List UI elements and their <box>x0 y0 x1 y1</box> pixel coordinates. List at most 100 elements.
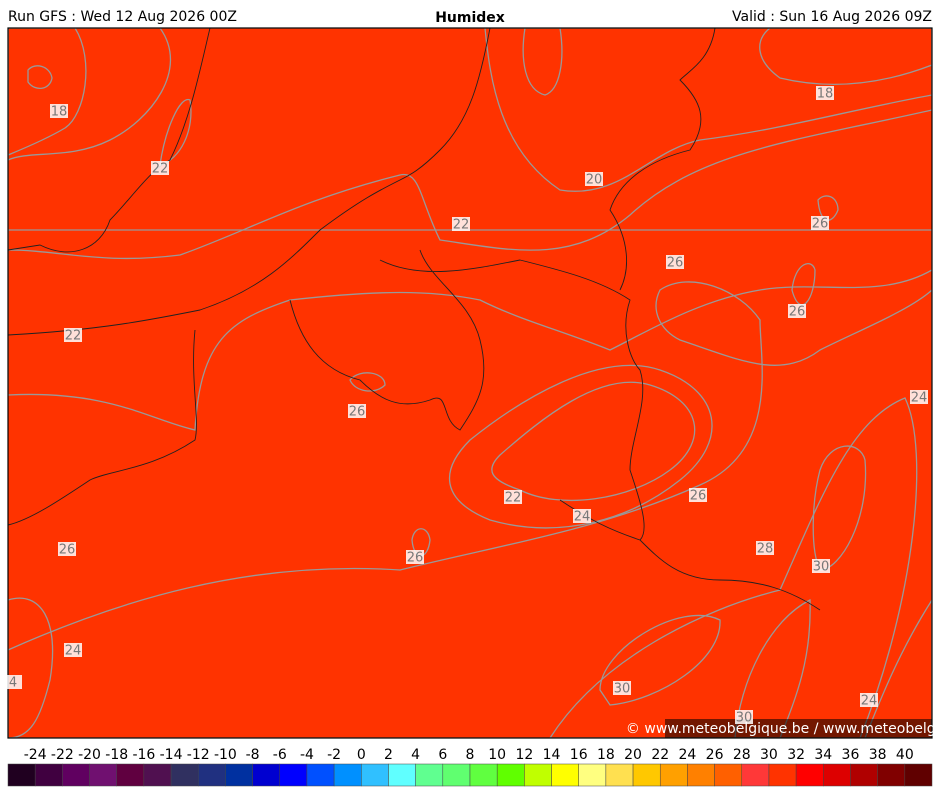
contour-label: 24 <box>574 510 591 525</box>
colorbar-tick-label: 34 <box>814 747 832 763</box>
colorbar-box <box>34 763 63 787</box>
colorbar-box <box>904 763 933 787</box>
contour-label-bg <box>812 559 830 573</box>
contour-label: 30 <box>736 711 753 726</box>
contour-label-bg <box>64 643 82 657</box>
colorbar-box <box>170 763 199 787</box>
colorbar-tick-label: -4 <box>300 747 314 763</box>
colorbar-box <box>62 763 90 787</box>
contour-label-bg <box>811 216 829 230</box>
colorbar-tick-label: -6 <box>273 747 287 763</box>
contour-label-bg <box>58 542 76 556</box>
colorbar-tick-label: 36 <box>842 747 860 763</box>
contour-label: 22 <box>453 218 470 233</box>
colorbar-tick-label: -16 <box>132 747 155 763</box>
contour-label-bg <box>64 328 82 342</box>
colorbar-box <box>605 763 634 787</box>
contour-label: 4 <box>9 676 17 691</box>
contour-label: 28 <box>757 542 774 557</box>
colorbar-tick-label: -14 <box>160 747 183 763</box>
contour-label-bg <box>151 161 169 175</box>
colorbar-box <box>116 763 145 787</box>
contour-label-bg <box>788 304 806 318</box>
colorbar-box <box>877 763 906 787</box>
colorbar-box <box>7 763 36 787</box>
contour-label-bg <box>348 404 366 418</box>
contour-label: 26 <box>407 551 424 566</box>
contour-label: 26 <box>789 305 806 320</box>
contour-label-bg <box>504 490 522 504</box>
colorbar-box <box>333 763 362 787</box>
colorbar-tick-label: -20 <box>78 747 101 763</box>
colorbar-box <box>632 763 661 787</box>
colorbar-box <box>768 763 797 787</box>
colorbar-tick-label: -22 <box>51 747 74 763</box>
colorbar-tick-label: -24 <box>24 747 47 763</box>
colorbar-tick-label: -12 <box>187 747 210 763</box>
contour-label: 18 <box>51 105 68 120</box>
contour-label: 26 <box>812 217 829 232</box>
contour-label: 26 <box>349 405 366 420</box>
colorbar-box <box>89 763 117 787</box>
contour-label: 20 <box>586 173 603 188</box>
colorbar-tick-label: -2 <box>327 747 341 763</box>
colorbar-box <box>659 763 688 787</box>
contour-label: 24 <box>65 644 82 659</box>
contour-label-bg <box>585 172 603 186</box>
colorbar-tick-label: 32 <box>787 747 805 763</box>
contour-label-bg <box>910 390 928 404</box>
valid-info: Valid : Sun 16 Aug 2026 09Z <box>732 9 932 25</box>
colorbar-box <box>741 763 770 787</box>
colorbar-tick-label: 18 <box>597 747 615 763</box>
colorbar-tick-label: 40 <box>896 747 914 763</box>
contour-label-bg <box>452 217 470 231</box>
credit: © www.meteobelgique.be / www.meteobelgie… <box>626 721 940 737</box>
colorbar-box <box>714 763 743 787</box>
colorbar-tick-label: 8 <box>466 747 475 763</box>
colorbar-box <box>795 763 824 787</box>
colorbar-box <box>225 763 253 787</box>
credit-box <box>665 719 932 738</box>
colorbar-tick-label: 2 <box>384 747 393 763</box>
colorbar-tick-label: 6 <box>438 747 447 763</box>
contour-label: 24 <box>911 391 928 406</box>
run-info: Run GFS : Wed 12 Aug 2026 00Z <box>8 9 237 25</box>
contour-label-bg <box>406 550 424 564</box>
contour-label: 24 <box>861 694 878 709</box>
colorbar-box <box>279 763 308 787</box>
colorbar-tick-label: 10 <box>488 747 506 763</box>
colorbar-tick-label: 24 <box>678 747 696 763</box>
contour-label: 18 <box>817 87 834 102</box>
contour-label-bg <box>573 509 591 523</box>
contour-label-bg <box>4 675 22 689</box>
contour-label: 30 <box>813 560 830 575</box>
colorbar-box <box>252 763 281 787</box>
colorbar-box <box>687 763 715 787</box>
map-title: Humidex <box>435 10 505 26</box>
contour-label: 26 <box>690 489 707 504</box>
colorbar-box <box>388 763 416 787</box>
colorbar-box <box>197 763 226 787</box>
colorbar-box <box>415 763 444 787</box>
colorbar-tick-label: 26 <box>706 747 724 763</box>
contour-label: 22 <box>65 329 82 344</box>
colorbar-box <box>496 763 525 787</box>
colorbar-tick-label: 28 <box>733 747 751 763</box>
colorbar-box <box>442 763 471 787</box>
contour-label-bg <box>735 710 753 724</box>
contour-label: 26 <box>59 543 76 558</box>
colorbar-tick-label: 4 <box>411 747 420 763</box>
colorbar-tick-label: 14 <box>543 747 561 763</box>
colorbar-box <box>306 763 335 787</box>
colorbar-box <box>823 763 851 787</box>
colorbar-tick-label: 0 <box>357 747 366 763</box>
map <box>8 28 932 738</box>
colorbar-box <box>469 763 498 787</box>
contour-label: 22 <box>505 491 522 506</box>
colorbar-tick-label: 16 <box>570 747 588 763</box>
colorbar-box <box>524 763 552 787</box>
contour-label-bg <box>860 693 878 707</box>
colorbar-box <box>578 763 607 787</box>
colorbar-box <box>143 763 172 787</box>
